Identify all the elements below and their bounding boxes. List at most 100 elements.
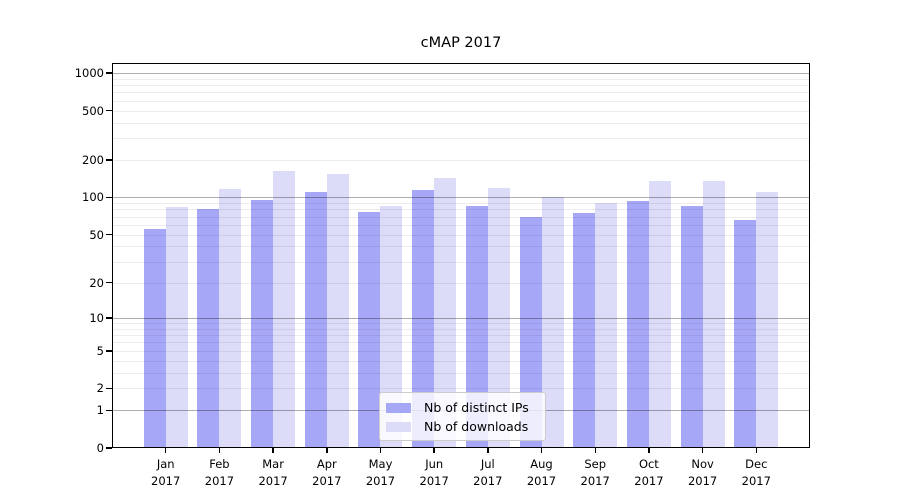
- x-tick-mark: [540, 448, 543, 453]
- gridline-y-40: [112, 246, 810, 248]
- gridline-y-30: [112, 261, 810, 263]
- gridline-y-100: [112, 197, 810, 199]
- x-tick-mark: [164, 448, 167, 453]
- x-tick-mark: [487, 448, 489, 453]
- y-tick-mark: [106, 233, 112, 236]
- legend-label-distinct-ips: Nb of distinct IPs: [424, 400, 529, 415]
- bar-downloads-nov: [702, 181, 725, 448]
- y-tick-mark: [106, 281, 112, 284]
- bar-distinct-ips-oct: [626, 201, 649, 448]
- gridline-y-10: [112, 317, 810, 319]
- chart-title: cMAP 2017: [420, 35, 502, 51]
- bar-downloads-oct: [648, 181, 671, 448]
- grid-layer: [112, 63, 810, 448]
- bar-downloads-sep: [595, 203, 618, 448]
- x-tick-label-oct: Oct 2017: [634, 457, 664, 488]
- legend: Nb of distinct IPs Nb of downloads: [379, 392, 546, 441]
- legend-item-downloads: Nb of downloads: [386, 418, 537, 435]
- x-tick-label-jul: Jul 2017: [473, 457, 503, 488]
- x-tick-label-jun: Jun 2017: [419, 457, 449, 488]
- x-tick-mark: [755, 448, 758, 453]
- bar-distinct-ips-sep: [573, 212, 596, 448]
- gridline-y-1000: [112, 72, 810, 74]
- gridline-y-300: [112, 138, 810, 140]
- gridline-y-9: [112, 323, 810, 324]
- bars-layer: [112, 63, 810, 448]
- y-tick-label: 1: [96, 403, 104, 418]
- x-tick-mark: [701, 448, 704, 453]
- y-tick-label: 200: [82, 153, 104, 168]
- gridline-y-900: [112, 78, 810, 80]
- bar-downloads-jun: [434, 178, 457, 448]
- gridline-y-60: [112, 224, 810, 226]
- bar-downloads-may: [380, 206, 403, 448]
- x-tick-mark: [433, 448, 435, 453]
- gridline-y-7: [112, 335, 810, 337]
- x-tick-mark: [218, 448, 221, 453]
- legend-item-distinct-ips: Nb of distinct IPs: [386, 399, 537, 416]
- y-tick-label: 10: [89, 310, 104, 325]
- gridline-y-200: [112, 160, 810, 162]
- y-tick-mark: [106, 196, 112, 199]
- x-tick-label-dec: Dec 2017: [741, 457, 771, 488]
- y-tick-label: 5: [96, 343, 104, 358]
- x-tick-label-nov: Nov 2017: [687, 457, 718, 488]
- y-tick-label: 1000: [74, 65, 104, 80]
- y-tick-mark: [106, 387, 112, 390]
- gridline-y-5: [112, 350, 810, 352]
- y-tick-mark: [106, 159, 112, 161]
- x-tick-mark: [326, 448, 328, 453]
- bar-distinct-ips-nov: [680, 206, 703, 448]
- bar-distinct-ips-jul: [465, 206, 488, 448]
- bar-distinct-ips-aug: [519, 217, 542, 448]
- gridline-y-400: [112, 122, 810, 124]
- legend-label-downloads: Nb of downloads: [424, 419, 529, 434]
- x-tick-label-feb: Feb 2017: [204, 457, 235, 488]
- legend-swatch-downloads: [386, 421, 411, 432]
- bar-distinct-ips-jan: [143, 229, 166, 448]
- y-tick-mark: [106, 72, 112, 74]
- gridline-y-2: [112, 388, 810, 390]
- y-tick-mark: [106, 350, 112, 352]
- gridline-y-4: [112, 360, 810, 362]
- x-tick-label-sep: Sep 2017: [580, 457, 610, 488]
- bar-downloads-apr: [326, 173, 349, 448]
- gridline-y-50: [112, 234, 810, 236]
- bar-downloads-mar: [273, 171, 296, 448]
- gridline-y-800: [112, 85, 810, 86]
- x-tick-label-may: May 2017: [365, 457, 396, 488]
- x-tick-label-jan: Jan 2017: [151, 457, 181, 488]
- y-tick-mark: [106, 109, 112, 112]
- y-tick-label: 100: [82, 190, 104, 205]
- gridline-y-8: [112, 328, 810, 330]
- gridline-y-70: [112, 216, 810, 218]
- gridline-y-500: [112, 110, 810, 112]
- bar-distinct-ips-dec: [734, 219, 757, 448]
- gridline-y-20: [112, 282, 810, 284]
- y-tick-label: 50: [89, 227, 104, 242]
- x-tick-mark: [272, 448, 274, 453]
- y-tick-label: 0: [96, 441, 104, 455]
- gridline-y-90: [112, 203, 810, 205]
- bar-distinct-ips-may: [358, 211, 381, 448]
- plot-area: [112, 63, 810, 448]
- legend-swatch-distinct-ips: [386, 402, 411, 413]
- bar-distinct-ips-apr: [304, 192, 327, 448]
- x-tick-mark: [648, 448, 650, 453]
- x-tick-mark: [379, 448, 382, 453]
- gridline-y-3: [112, 372, 810, 374]
- y-tick-label: 2: [96, 381, 104, 396]
- gridline-y-80: [112, 209, 810, 211]
- y-tick-mark: [106, 409, 112, 412]
- x-tick-mark: [594, 448, 596, 453]
- gridline-y-700: [112, 92, 810, 94]
- bar-downloads-feb: [219, 189, 242, 448]
- x-tick-label-apr: Apr 2017: [312, 457, 342, 488]
- bar-downloads-jul: [487, 188, 510, 448]
- bar-downloads-aug: [541, 197, 564, 448]
- bar-distinct-ips-jun: [412, 189, 435, 448]
- x-tick-label-aug: Aug 2017: [526, 457, 557, 488]
- gridline-y-6: [112, 342, 810, 344]
- bar-distinct-ips-mar: [251, 200, 274, 448]
